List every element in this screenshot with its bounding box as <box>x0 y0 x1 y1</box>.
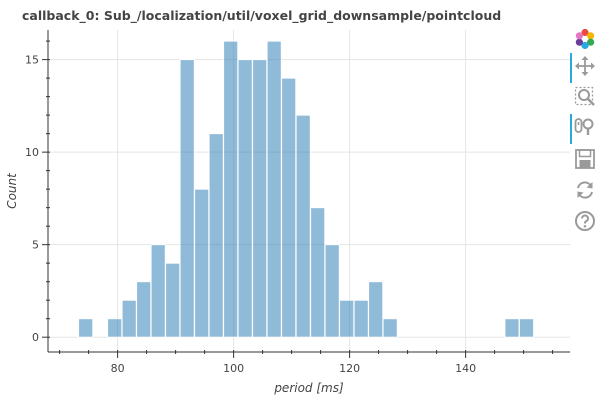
histogram-bar <box>339 299 355 338</box>
save-icon <box>575 149 595 169</box>
histogram-bar <box>504 318 520 338</box>
y-tick-label: 10 <box>25 146 39 159</box>
save-tool-button[interactable] <box>570 146 600 172</box>
pan-icon <box>575 56 595 76</box>
histogram-bar <box>324 244 340 338</box>
axes: 80 100 120 140 0 5 10 15 <box>25 30 570 375</box>
x-axis-label: period [ms] <box>273 381 344 395</box>
y-axis-label: Count <box>5 172 19 209</box>
histogram-bar <box>223 40 239 338</box>
wheel-zoom-active-indicator <box>570 114 572 144</box>
histogram-bar <box>382 318 398 338</box>
histogram-bar <box>78 318 94 338</box>
histogram-bar <box>252 59 268 338</box>
x-tick-label: 120 <box>339 362 360 375</box>
chart-title: callback_0: Sub_/localization/util/voxel… <box>22 8 502 23</box>
histogram-bar <box>368 281 384 338</box>
histogram-bar <box>310 207 326 338</box>
histogram-bar <box>107 318 123 338</box>
histogram-bar <box>281 77 297 338</box>
help-icon <box>575 211 595 231</box>
x-tick-label: 140 <box>455 362 476 375</box>
histogram-bar <box>194 188 210 338</box>
histogram-chart: 80 100 120 140 0 5 10 15 period [ms] Count <box>5 30 570 395</box>
box-zoom-tool-button[interactable] <box>570 84 600 110</box>
x-tick-label: 100 <box>223 362 244 375</box>
histogram-bar <box>121 299 137 338</box>
histogram-bar <box>179 59 195 338</box>
histogram-bar <box>266 40 282 338</box>
histogram-bars <box>78 40 535 338</box>
help-tool-button[interactable] <box>570 208 600 234</box>
histogram-bar <box>136 281 152 338</box>
histogram-bar <box>165 262 181 338</box>
x-tick-label: 80 <box>111 362 125 375</box>
histogram-bar <box>295 114 311 338</box>
histogram-bar <box>150 244 166 338</box>
bokeh-logo-icon[interactable] <box>570 26 600 52</box>
pan-tool-button[interactable] <box>570 53 600 83</box>
pan-active-indicator <box>570 53 572 83</box>
y-tick-label: 0 <box>32 331 39 344</box>
box-zoom-icon <box>574 86 595 106</box>
reset-tool-button[interactable] <box>570 177 600 203</box>
histogram-bar <box>353 299 369 338</box>
histogram-bar <box>237 59 253 338</box>
reset-icon <box>577 181 593 199</box>
y-tick-label: 5 <box>32 239 39 252</box>
y-tick-label: 15 <box>25 54 39 67</box>
histogram-bar <box>208 133 224 338</box>
wheel-zoom-icon <box>574 118 594 135</box>
histogram-bar <box>518 318 535 338</box>
wheel-zoom-tool-button[interactable] <box>570 114 600 144</box>
